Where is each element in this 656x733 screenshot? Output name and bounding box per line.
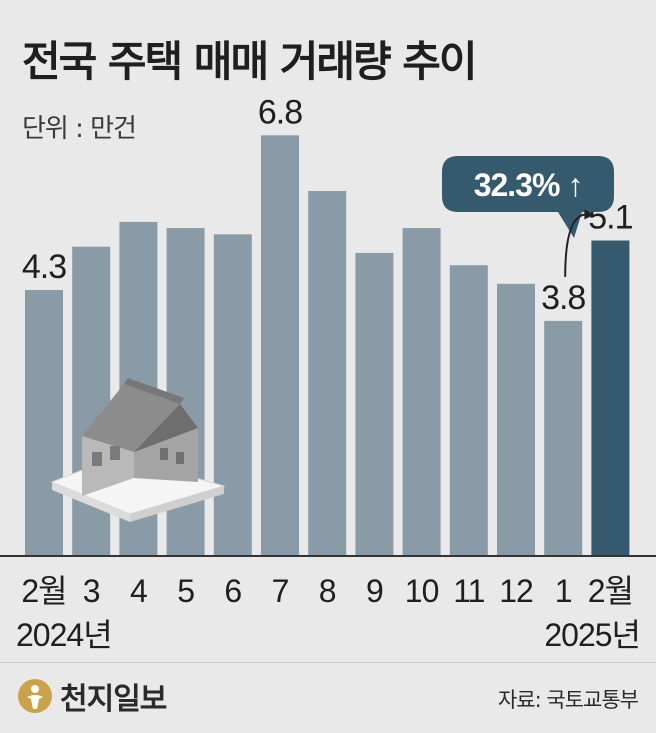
footer-divider [0, 662, 656, 663]
x-tick-label-3: 5 [177, 573, 194, 609]
increase-arrow [564, 213, 587, 277]
year-label-0: 2024년 [16, 617, 112, 653]
data-label-5: 6.8 [258, 93, 302, 131]
data-label-11: 3.8 [541, 279, 585, 317]
bar-0 [25, 290, 63, 556]
bar-10 [497, 283, 535, 556]
x-tick-label-1: 3 [83, 573, 100, 609]
x-tick-label-11: 1 [555, 573, 572, 609]
x-tick-label-5: 7 [272, 573, 289, 609]
x-tick-label-9: 11 [453, 573, 484, 609]
x-tick-label-6: 8 [319, 573, 336, 609]
x-tick-labels: 2월 3 4 5 6 7 8 9 10 11 12 1 2월 [21, 573, 634, 609]
x-tick-label-12: 2월 [588, 573, 633, 609]
callout-bubble [442, 156, 614, 238]
bar-chart: 4.36.83.85.1 32.3% ↑ 2월 3 4 5 6 7 8 9 10 11 12 1 2월 … [0, 93, 656, 653]
bar-12 [591, 240, 630, 556]
bar-7 [355, 252, 394, 556]
bar-5 [261, 135, 299, 557]
house-illustration [50, 378, 226, 522]
bar-9 [449, 265, 488, 556]
year-labels: 2024년 2025년 [16, 617, 641, 653]
publisher-logo: 천지일보 [18, 676, 167, 717]
bar-4 [213, 234, 252, 557]
unit-label: 단위 : 만건 [22, 114, 137, 144]
x-tick-label-8: 10 [405, 573, 439, 609]
x-tick-label-0: 2월 [21, 573, 66, 609]
logo-icon [18, 679, 52, 713]
bar-6 [308, 191, 347, 556]
bar-8 [402, 228, 441, 556]
chart-title: 전국 주택 매매 거래량 추이 [22, 37, 478, 86]
logo-text: 천지일보 [60, 682, 167, 717]
x-tick-label-10: 12 [499, 573, 533, 609]
bar-11 [544, 320, 583, 556]
callout-group: 32.3% ↑ [442, 156, 614, 277]
increase-arrow-head [584, 209, 595, 220]
source-label: 자료: 국토교통부 [498, 688, 639, 712]
callout-text: 32.3% ↑ [474, 167, 583, 203]
x-tick-label-2: 4 [130, 573, 147, 609]
value-labels: 4.36.83.85.1 [22, 93, 634, 317]
year-label-1: 2025년 [544, 617, 640, 653]
x-tick-label-4: 6 [224, 573, 241, 609]
data-label-0: 4.3 [22, 248, 66, 286]
x-tick-label-7: 9 [366, 573, 383, 609]
